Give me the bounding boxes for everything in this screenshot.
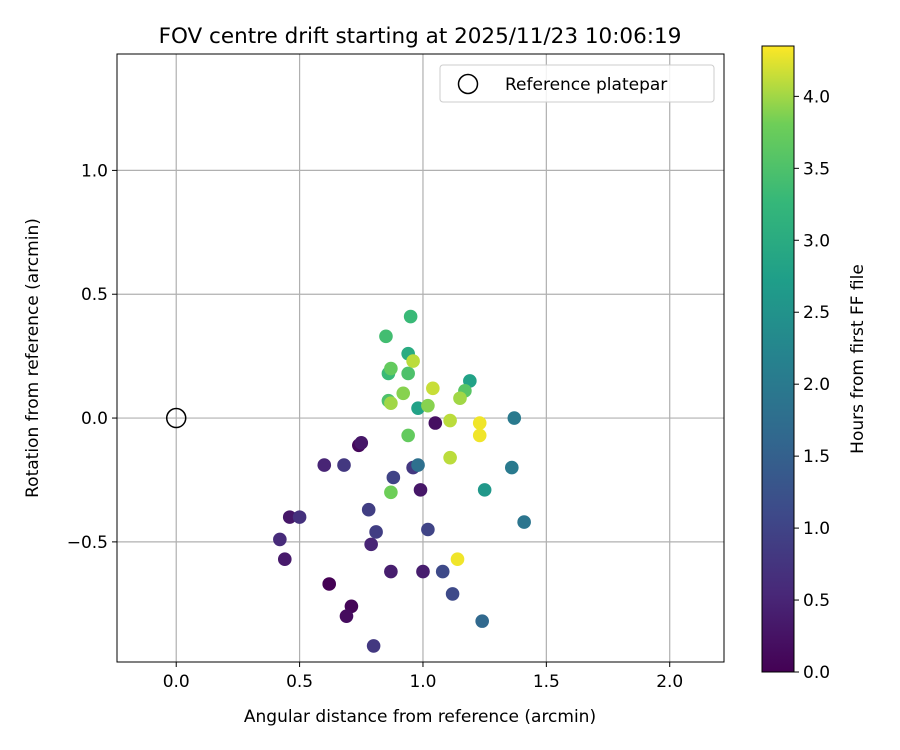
data-point (401, 428, 415, 443)
data-point (517, 515, 531, 529)
data-point (317, 458, 332, 472)
data-point (507, 411, 522, 425)
data-point (277, 552, 292, 567)
data-point (361, 502, 376, 517)
colorbar-tick-label: 1.5 (803, 447, 830, 467)
x-tick-label: 1.5 (533, 672, 560, 692)
data-point (322, 577, 337, 591)
legend-entry-reference: Reference platepar (505, 75, 667, 95)
legend-box (439, 64, 715, 103)
colorbar-tick-label: 3.0 (803, 231, 830, 251)
colorbar-tick-label: 0.5 (803, 591, 830, 611)
data-point (504, 460, 519, 475)
legend: Reference platepar (439, 64, 715, 103)
data-point (292, 510, 307, 524)
data-point (443, 450, 457, 465)
data-point (369, 525, 383, 539)
data-point (282, 510, 297, 524)
colorbar-ticks: 0.0 0.5 1.0 1.5 2.0 2.5 3.0 3.5 4.0 (794, 87, 830, 683)
data-point (416, 564, 430, 579)
data-point (403, 309, 418, 324)
y-tick-label: 0.0 (81, 409, 108, 429)
data-point (445, 587, 460, 601)
data-point (384, 564, 398, 579)
reference-marker-layer (165, 407, 187, 429)
y-axis-label: Rotation from reference (arcmin) (23, 218, 43, 498)
data-point (354, 436, 369, 450)
chart-title: FOV centre drift starting at 2025/11/23 … (159, 24, 682, 49)
data-point (364, 537, 378, 552)
data-point (273, 532, 287, 547)
data-point (453, 391, 467, 406)
data-points (273, 309, 531, 653)
grid (117, 54, 724, 662)
data-point (384, 361, 398, 376)
x-tick-label: 2.0 (656, 672, 683, 692)
data-point (477, 483, 492, 497)
data-point (379, 329, 393, 344)
data-point (339, 609, 354, 623)
x-tick-label: 0.5 (286, 672, 313, 692)
colorbar: 0.0 0.5 1.0 1.5 2.0 2.5 3.0 3.5 4.0 Hours from f… (761, 45, 868, 683)
x-axis-ticks: 0.0 0.5 1.0 1.5 2.0 (163, 662, 683, 692)
x-tick-label: 1.0 (409, 672, 436, 692)
y-tick-label: 0.5 (81, 285, 108, 305)
data-point (337, 458, 351, 472)
colorbar-tick-label: 4.0 (803, 87, 830, 107)
legend-hollow-circle-icon (457, 73, 479, 95)
x-tick-label: 0.0 (163, 672, 190, 692)
data-point (411, 458, 425, 472)
plot-frame (116, 53, 725, 663)
y-tick-label: 1.0 (81, 161, 108, 181)
colorbar-gradient (761, 45, 795, 673)
colorbar-label: Hours from first FF file (848, 264, 868, 454)
reference-platepar-marker (165, 407, 187, 429)
colorbar-tick-label: 1.0 (803, 519, 830, 539)
data-point (450, 552, 465, 567)
data-point (413, 483, 428, 497)
data-point (386, 470, 401, 485)
data-point (396, 386, 411, 401)
data-point (426, 381, 440, 396)
colorbar-tick-label: 3.5 (803, 159, 830, 179)
data-point (435, 564, 450, 579)
data-point (443, 413, 457, 428)
y-tick-label: −0.5 (67, 533, 108, 553)
data-point (421, 522, 435, 537)
data-point (406, 354, 420, 368)
data-point (428, 416, 443, 430)
data-point (472, 428, 487, 443)
data-point (421, 398, 435, 413)
data-point (401, 366, 415, 381)
data-point (475, 614, 489, 628)
x-axis-label: Angular distance from reference (arcmin) (244, 707, 596, 727)
y-axis-ticks: −0.5 0.0 0.5 1.0 (67, 161, 117, 553)
colorbar-tick-label: 2.5 (803, 303, 830, 323)
data-point (384, 485, 398, 500)
data-point (366, 639, 381, 653)
data-point (472, 416, 487, 430)
colorbar-tick-label: 2.0 (803, 375, 830, 395)
data-point (384, 396, 398, 410)
colorbar-tick-label: 0.0 (803, 663, 830, 683)
